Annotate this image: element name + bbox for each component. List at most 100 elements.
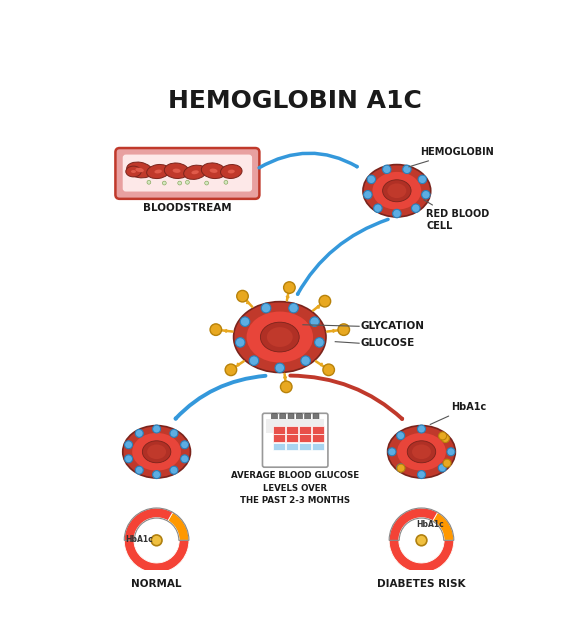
FancyBboxPatch shape [299,442,311,450]
Ellipse shape [373,172,421,210]
Circle shape [181,455,188,463]
Circle shape [310,317,319,326]
Wedge shape [124,508,189,573]
Ellipse shape [260,322,299,352]
Ellipse shape [234,301,326,372]
Circle shape [388,448,396,456]
FancyBboxPatch shape [286,426,298,434]
Circle shape [438,432,446,440]
Circle shape [314,338,324,347]
Circle shape [382,165,391,173]
Circle shape [418,175,427,184]
Ellipse shape [154,170,162,173]
Circle shape [393,209,401,218]
Ellipse shape [147,164,169,179]
Circle shape [224,180,228,184]
Circle shape [162,181,166,185]
Ellipse shape [387,184,406,198]
FancyBboxPatch shape [115,148,259,199]
Circle shape [210,324,222,335]
Text: BLOODSTREAM: BLOODSTREAM [143,203,232,212]
Wedge shape [124,508,189,573]
FancyBboxPatch shape [123,155,252,191]
Text: AVERAGE BLOOD GLUCOSE
LEVELS OVER
THE PAST 2-3 MONTHS: AVERAGE BLOOD GLUCOSE LEVELS OVER THE PA… [231,472,359,506]
FancyBboxPatch shape [299,435,311,442]
Circle shape [124,455,132,463]
Circle shape [323,364,335,376]
Circle shape [236,338,245,347]
Circle shape [289,303,298,313]
Circle shape [319,296,331,307]
Circle shape [422,191,430,199]
Ellipse shape [382,180,411,202]
Wedge shape [389,509,454,573]
FancyArrowPatch shape [298,220,388,294]
Circle shape [441,435,449,442]
FancyBboxPatch shape [273,426,285,434]
Text: RED BLOOD
CELL: RED BLOOD CELL [424,200,490,231]
Ellipse shape [228,170,235,173]
FancyBboxPatch shape [273,435,285,442]
Wedge shape [399,518,444,540]
FancyBboxPatch shape [312,426,324,434]
Circle shape [151,535,162,546]
Circle shape [170,429,178,437]
Circle shape [262,303,271,313]
FancyBboxPatch shape [288,413,294,421]
FancyBboxPatch shape [280,413,286,421]
Ellipse shape [210,168,218,173]
FancyBboxPatch shape [266,419,324,433]
FancyArrowPatch shape [290,376,402,419]
FancyBboxPatch shape [273,442,285,450]
Circle shape [363,191,372,199]
FancyBboxPatch shape [297,413,302,421]
Ellipse shape [132,433,181,470]
Circle shape [283,282,295,293]
Text: DIABETES RISK: DIABETES RISK [377,579,466,589]
Ellipse shape [164,163,189,179]
Circle shape [249,356,259,365]
Text: HEMOGLOBIN A1C: HEMOGLOBIN A1C [168,90,422,113]
FancyBboxPatch shape [286,442,298,450]
Circle shape [397,432,405,440]
Circle shape [281,381,292,392]
Wedge shape [124,508,189,573]
Ellipse shape [127,162,153,178]
Circle shape [374,204,382,212]
Text: HbA1c: HbA1c [125,534,153,543]
Ellipse shape [412,444,431,459]
Circle shape [204,181,209,185]
Wedge shape [124,509,189,573]
Text: GLYCATION: GLYCATION [361,321,425,332]
Ellipse shape [397,433,446,470]
Circle shape [397,464,405,472]
Circle shape [240,317,250,326]
Wedge shape [389,508,454,573]
Ellipse shape [363,164,431,217]
Circle shape [181,441,188,449]
Circle shape [403,165,411,173]
Circle shape [338,324,350,335]
Circle shape [153,470,161,479]
Circle shape [237,291,248,302]
Ellipse shape [131,170,136,173]
FancyBboxPatch shape [286,435,298,442]
Circle shape [418,470,426,479]
Circle shape [275,363,285,372]
Ellipse shape [135,168,144,172]
Circle shape [170,466,178,474]
Circle shape [447,448,455,456]
FancyBboxPatch shape [312,435,324,442]
Ellipse shape [221,164,242,179]
Ellipse shape [173,168,181,173]
Circle shape [225,364,237,376]
Circle shape [411,204,420,212]
Wedge shape [134,518,179,540]
FancyArrowPatch shape [176,376,266,419]
Circle shape [135,466,143,474]
Ellipse shape [388,426,456,478]
Circle shape [139,529,141,531]
Circle shape [437,529,439,531]
Wedge shape [389,508,454,573]
Ellipse shape [247,312,313,363]
